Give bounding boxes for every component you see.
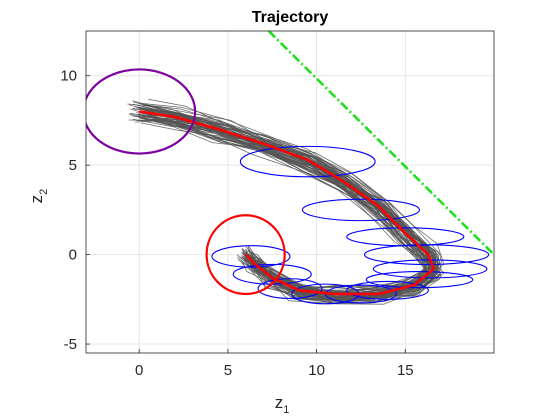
y-axis-label-subscript: 2 bbox=[38, 189, 50, 195]
y-axis-label: z2 bbox=[27, 189, 50, 204]
x-tick-label: 0 bbox=[135, 362, 143, 379]
covariance-ellipse bbox=[257, 278, 323, 299]
y-tick-label: 10 bbox=[60, 68, 77, 85]
sample-trajectory bbox=[128, 119, 428, 304]
chart-title: Trajectory bbox=[252, 9, 329, 26]
y-tick-label: 5 bbox=[69, 157, 77, 174]
sample-trajectory bbox=[141, 104, 439, 294]
mean-trajectory bbox=[139, 110, 435, 296]
axes-box bbox=[85, 30, 495, 354]
y-tick-label: -5 bbox=[64, 336, 77, 353]
x-axis-label-subscript: 1 bbox=[283, 404, 289, 416]
sample-trajectory bbox=[143, 115, 439, 304]
covariance-ellipse bbox=[365, 271, 474, 289]
plot-area bbox=[86, 31, 494, 305]
boundary-line bbox=[267, 31, 494, 256]
x-tick-label: 5 bbox=[224, 362, 232, 379]
x-tick-label: 15 bbox=[397, 362, 414, 379]
x-axis-label: z1 bbox=[275, 393, 290, 416]
y-axis-label-base: z bbox=[27, 195, 46, 204]
y-tick-label: 0 bbox=[69, 247, 77, 264]
start-region-circle bbox=[86, 68, 197, 155]
goal-region-circle bbox=[205, 214, 286, 296]
sample-trajectory bbox=[138, 119, 428, 300]
covariance-ellipse bbox=[211, 245, 291, 268]
x-tick-label: 10 bbox=[308, 362, 325, 379]
covariance-ellipse bbox=[239, 145, 376, 178]
y-tick-labels: -5 0 5 10 bbox=[60, 68, 90, 353]
sample-trajectory bbox=[132, 108, 435, 295]
covariance-ellipses bbox=[211, 145, 490, 305]
x-tick-labels: 0 5 10 15 bbox=[135, 349, 414, 379]
covariance-ellipse bbox=[301, 198, 421, 222]
x-axis-label-base: z bbox=[275, 393, 284, 412]
covariance-ellipse bbox=[363, 244, 490, 266]
